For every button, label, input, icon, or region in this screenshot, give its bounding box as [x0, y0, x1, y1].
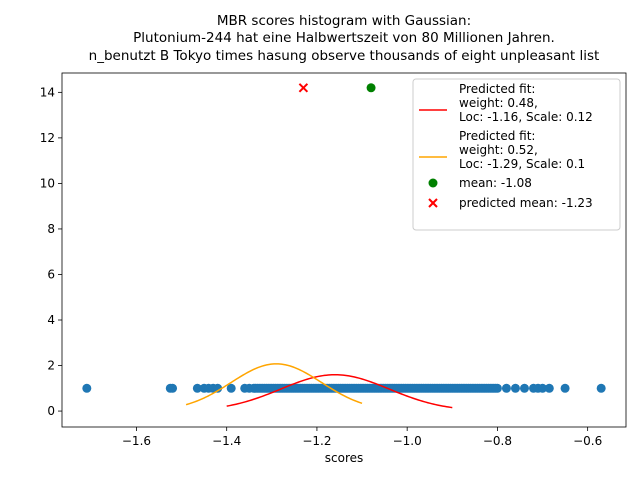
legend-label-marker-2: predicted mean: -1.23 [459, 196, 593, 210]
x-axis-label: scores [325, 451, 364, 465]
legend-label-fit-2: weight: 0.52, [459, 143, 538, 157]
legend-label-marker-1: mean: -1.08 [459, 176, 532, 190]
score-point [596, 383, 606, 393]
score-point [501, 383, 511, 393]
legend-box [412, 78, 621, 231]
chart-title-line-3: n_benutzt B Tokyo times hasung observe t… [89, 48, 600, 64]
score-point [213, 383, 223, 393]
chart-title-line-2: Plutonium-244 hat eine Halbwertszeit von… [133, 30, 555, 46]
score-point [82, 383, 92, 393]
chart-title: MBR scores histogram with Gaussian:Pluto… [89, 13, 600, 64]
score-point [560, 383, 570, 393]
chart-title-line-1: MBR scores histogram with Gaussian: [217, 13, 471, 29]
score-point [538, 383, 548, 393]
score-point [492, 383, 502, 393]
x-tick-label: −1.6 [122, 434, 151, 448]
score-point [192, 383, 202, 393]
legend-label-fit-1: Loc: -1.16, Scale: 0.12 [459, 110, 593, 124]
fit-curve-2 [185, 363, 363, 406]
x-axis: −1.6 −1.4 −1.2 −1.0 −0.8 −0.6 [122, 427, 602, 448]
y-tick-label: 2 [47, 359, 55, 373]
mean-marker [366, 83, 376, 93]
y-tick-label: 4 [47, 313, 55, 327]
plot-area [82, 83, 606, 409]
legend: Predicted fit:weight: 0.48,Loc: -1.16, S… [412, 78, 621, 231]
y-tick-label: 12 [40, 131, 55, 145]
x-tick-label: −1.2 [302, 434, 331, 448]
legend-label-fit-1: Predicted fit: [459, 82, 535, 96]
legend-swatch-mean [428, 178, 438, 188]
y-tick-label: 8 [47, 222, 55, 236]
axes-frame [61, 72, 627, 428]
x-tick-label: −0.6 [573, 434, 602, 448]
x-tick-label: −1.0 [393, 434, 422, 448]
y-tick-label: 10 [40, 176, 55, 190]
y-axis: 0 2 4 6 8 10 12 14 [40, 85, 62, 418]
score-point [544, 383, 554, 393]
legend-label-fit-2: Loc: -1.29, Scale: 0.1 [459, 157, 585, 171]
predicted-mean-marker [298, 83, 309, 93]
score-point [519, 383, 529, 393]
x-tick-label: −0.8 [483, 434, 512, 448]
score-point [168, 383, 178, 393]
x-tick-label: −1.4 [212, 434, 241, 448]
y-tick-label: 0 [47, 404, 55, 418]
score-point [510, 383, 520, 393]
y-tick-label: 6 [47, 267, 55, 281]
y-tick-label: 14 [40, 85, 55, 99]
score-point [226, 383, 236, 393]
legend-label-fit-1: weight: 0.48, [459, 96, 538, 110]
fit-curve-1 [226, 373, 453, 409]
legend-swatch-predicted-mean [428, 198, 438, 208]
legend-label-fit-2: Predicted fit: [459, 129, 535, 143]
